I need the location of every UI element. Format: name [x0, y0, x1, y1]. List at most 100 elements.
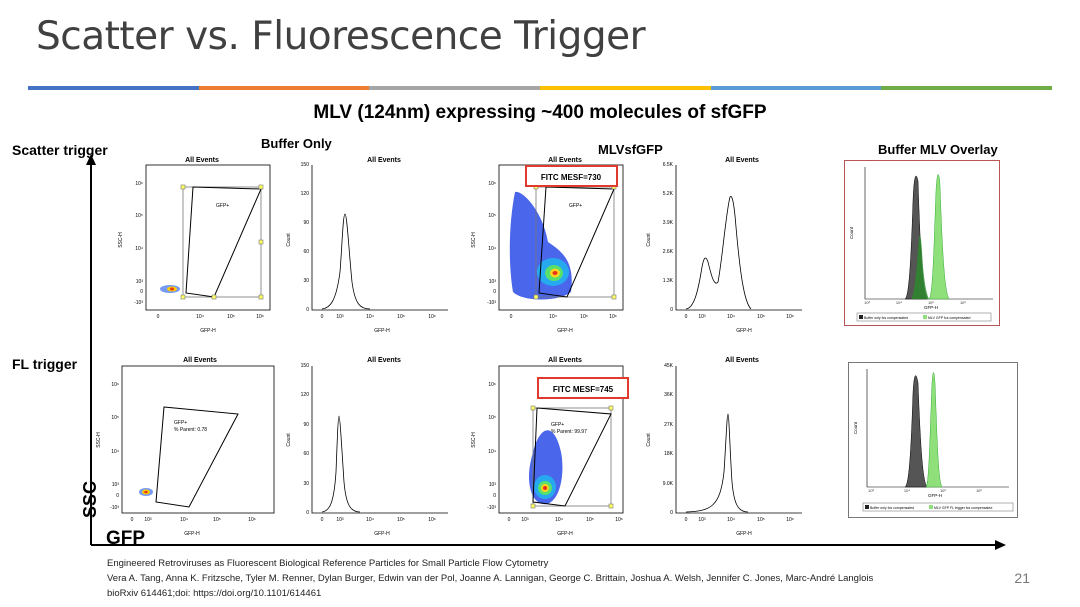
x-axis-label: GFP-H: [200, 328, 216, 334]
x-tick: 10⁶: [615, 517, 623, 523]
dot-plot-mlv-scatter: All Events SSC-H 10⁶ 10⁵ 10⁴ 10³ 0 -10³ …: [471, 157, 624, 334]
legend-swatch-mlv: [929, 505, 933, 509]
dot-plot-buffer-scatter: All Events SSC-H 10⁶ 10⁵ 10⁴ 10³ 0 -10³ …: [118, 157, 271, 334]
legend-mlv: MLV GFP fcs compensated: [928, 316, 971, 320]
gfp-gate: [155, 406, 239, 508]
plot-axes: [311, 165, 448, 311]
x-tick: 10⁶: [428, 314, 436, 320]
y-tick: 120: [301, 392, 310, 398]
y-tick: 10⁵: [111, 415, 119, 421]
x-tick: 10⁵: [580, 314, 588, 320]
reference-doi: bioRxiv 614461;doi: https://doi.org/10.1…: [107, 588, 322, 599]
gate-outer-box: [532, 407, 612, 507]
x-axis-label: GFP-H: [557, 328, 573, 334]
x-tick: 10³: [144, 517, 152, 523]
y-axis-label: SSC-H: [96, 432, 102, 448]
x-tick: 10⁵: [213, 517, 221, 523]
legend-buffer: Buffer only fcs compensated: [864, 316, 908, 320]
overlay-panel-scatter: Count 10³ 10⁴ 10⁵ 10⁶ GFP-H Buffer only …: [844, 160, 1000, 326]
y-axis-label: Count: [286, 233, 292, 247]
x-tick: 10³: [698, 314, 706, 320]
gfp-arrow-head: [995, 540, 1006, 550]
ssc-arrow-head: [86, 154, 96, 165]
plot-frame: [498, 365, 624, 514]
overlay-histogram-scatter: Count 10³ 10⁴ 10⁵ 10⁶ GFP-H Buffer only …: [849, 167, 993, 322]
slide-title: Scatter vs. Fluorescence Trigger: [36, 14, 646, 59]
y-tick: 1.3K: [663, 278, 674, 284]
legend-swatch-mlv: [923, 315, 927, 319]
y-tick: 10⁶: [135, 181, 143, 187]
y-axis-label: Count: [286, 433, 292, 447]
x-tick: 10⁴: [727, 517, 735, 523]
x-tick: 10⁴: [366, 314, 374, 320]
x-tick: 10⁶: [786, 314, 794, 320]
y-tick: -10³: [487, 505, 496, 511]
x-tick: 10⁶: [428, 517, 436, 523]
x-tick: 0: [685, 314, 688, 320]
y-axis-label: SSC-H: [471, 232, 477, 248]
y-tick: -10³: [134, 300, 143, 306]
histogram-buffer-scatter: All Events Count 150 120 90 60 30 0 0 10…: [286, 157, 448, 334]
y-tick: 10⁵: [135, 213, 143, 219]
x-axis-label: GFP-H: [184, 531, 200, 537]
gfp-axis-label: GFP: [106, 528, 146, 549]
gate-parent: % Parent: 99.97: [551, 429, 587, 435]
x-tick: 10⁴: [549, 314, 557, 320]
x-tick: 10³: [698, 517, 706, 523]
plot-title: All Events: [548, 357, 582, 364]
x-axis-label: GFP-H: [557, 531, 573, 537]
y-tick: 0: [493, 493, 496, 499]
y-tick: 120: [301, 191, 310, 197]
y-tick: 3.9K: [663, 220, 674, 226]
dot-plot-buffer-fl: All Events SSC-H 10⁶ 10⁵ 10⁴ 10³ 0 -10³ …: [96, 357, 275, 537]
mlv-histogram-low: [911, 235, 929, 299]
y-axis-label: Count: [853, 421, 858, 434]
y-axis-label: Count: [646, 433, 652, 447]
y-axis-label: SSC-H: [118, 232, 124, 248]
x-tick: 10⁴: [196, 314, 204, 320]
x-tick: 10³: [864, 300, 870, 305]
x-tick: 10³: [521, 517, 529, 523]
x-tick: 10³: [336, 314, 344, 320]
y-tick: 0: [306, 307, 309, 313]
y-tick: 10⁴: [135, 246, 143, 252]
legend-swatch-buffer: [859, 315, 863, 319]
plot-frame: [121, 365, 275, 514]
legend-box: [862, 502, 1014, 512]
y-tick: 10⁵: [488, 415, 496, 421]
plot-axes: [675, 165, 802, 311]
y-tick: 10³: [136, 279, 144, 285]
x-axis-label: GFP-H: [736, 531, 752, 537]
gate-parent: % Parent: 0.78: [174, 427, 207, 433]
slide-number: 21: [1014, 570, 1030, 586]
y-tick: 30: [303, 481, 309, 487]
x-tick: 10⁵: [940, 488, 946, 493]
y-axis-label: Count: [646, 233, 652, 247]
y-tick: 10⁵: [488, 213, 496, 219]
buffer-histogram: [904, 375, 928, 488]
x-tick: 0: [508, 517, 511, 523]
y-tick: 10⁶: [488, 382, 496, 388]
x-tick: 10⁶: [248, 517, 256, 523]
y-tick: 10⁴: [111, 449, 119, 455]
gate-label: GFP+: [569, 203, 582, 209]
plot-title: All Events: [725, 157, 759, 164]
mlv-histogram: [925, 372, 943, 488]
x-tick: 0: [685, 517, 688, 523]
y-tick: 60: [303, 249, 309, 255]
gate-label: GFP+: [216, 203, 229, 209]
x-tick: 10⁶: [960, 300, 966, 305]
x-tick: 0: [321, 517, 324, 523]
y-tick: 0: [670, 510, 673, 516]
reference-title: Engineered Retroviruses as Fluorescent B…: [107, 558, 549, 569]
plot-title: All Events: [183, 357, 217, 364]
col-label-mlv: MLVsfGFP: [598, 142, 663, 157]
y-tick: 30: [303, 278, 309, 284]
x-tick: 10⁶: [976, 488, 982, 493]
x-axis-label: GFP-H: [928, 493, 942, 498]
y-tick: 9.0K: [663, 481, 674, 487]
x-tick: 10⁶: [256, 314, 264, 320]
histogram-mlv-scatter: All Events Count 6.5K 5.2K 3.9K 2.6K 1.3…: [646, 157, 802, 334]
y-tick: -10³: [487, 300, 496, 306]
events-cloud: [509, 191, 572, 300]
